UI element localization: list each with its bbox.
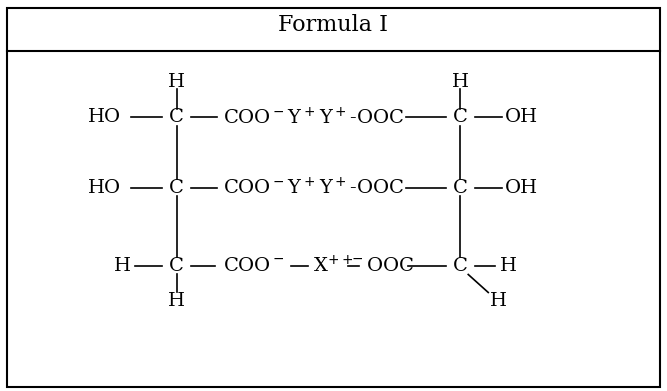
Text: C: C bbox=[169, 108, 184, 126]
Text: COO$^-$Y$^+$: COO$^-$Y$^+$ bbox=[223, 107, 315, 128]
Text: C: C bbox=[169, 179, 184, 197]
Text: Y$^+$-OOC: Y$^+$-OOC bbox=[319, 177, 404, 198]
Text: X$^{++}$: X$^{++}$ bbox=[313, 255, 354, 276]
Text: COO$^-$Y$^+$: COO$^-$Y$^+$ bbox=[223, 177, 315, 198]
Text: HO: HO bbox=[88, 179, 121, 197]
Text: H: H bbox=[490, 292, 508, 310]
Text: $^-$OOC: $^-$OOC bbox=[349, 257, 414, 275]
Text: H: H bbox=[452, 73, 469, 91]
Text: H: H bbox=[500, 257, 517, 275]
Text: HO: HO bbox=[88, 108, 121, 126]
Text: COO$^-$: COO$^-$ bbox=[223, 257, 284, 275]
Text: OH: OH bbox=[505, 179, 538, 197]
Text: C: C bbox=[169, 257, 184, 275]
Text: H: H bbox=[113, 257, 131, 275]
Text: H: H bbox=[168, 292, 185, 310]
Text: Formula I: Formula I bbox=[279, 14, 388, 36]
Text: C: C bbox=[453, 257, 468, 275]
Text: H: H bbox=[168, 73, 185, 91]
Text: C: C bbox=[453, 108, 468, 126]
Text: C: C bbox=[453, 179, 468, 197]
Text: Y$^+$-OOC: Y$^+$-OOC bbox=[319, 107, 404, 128]
Text: OH: OH bbox=[505, 108, 538, 126]
